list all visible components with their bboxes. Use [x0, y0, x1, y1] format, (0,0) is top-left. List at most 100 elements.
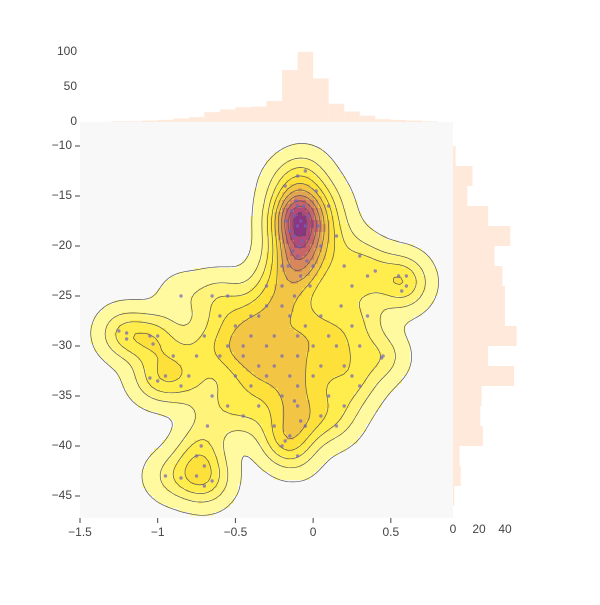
x-tick-label: 40 — [498, 522, 512, 536]
scatter-point — [326, 334, 331, 338]
scatter-point — [365, 314, 370, 318]
histogram-bar — [453, 326, 517, 346]
scatter-point — [350, 284, 354, 288]
histogram-bar — [453, 446, 460, 466]
scatter-point — [218, 314, 222, 318]
scatter-point — [241, 354, 245, 358]
scatter-point — [358, 254, 362, 258]
scatter-point — [358, 384, 362, 388]
scatter-point — [334, 344, 339, 348]
scatter-point — [194, 454, 199, 458]
scatter-point — [171, 354, 175, 358]
histogram-bar — [453, 346, 489, 366]
scatter-point — [148, 376, 152, 380]
scatter-point — [210, 294, 214, 298]
scatter-point — [249, 384, 253, 388]
scatter-point — [326, 204, 331, 208]
scatter-point — [117, 329, 121, 333]
scatter-point — [233, 324, 238, 328]
scatter-point — [156, 379, 160, 383]
histogram-bar — [359, 115, 376, 122]
scatter-point — [202, 484, 207, 488]
scatter-point — [292, 214, 297, 218]
scatter-point — [288, 434, 292, 438]
scatter-point — [311, 344, 315, 348]
histogram-bar — [453, 286, 505, 306]
histogram-bar — [344, 111, 360, 122]
scatter-point — [295, 334, 300, 338]
scatter-point — [396, 274, 401, 278]
scatter-point — [365, 274, 370, 278]
scatter-point — [316, 224, 320, 228]
y-tick-label: −35 — [52, 388, 73, 402]
x-tick-label: −1.5 — [68, 525, 92, 539]
scatter-point — [303, 424, 308, 428]
scatter-point — [319, 414, 323, 418]
histogram-bar — [453, 166, 473, 186]
scatter-point — [241, 344, 245, 348]
scatter-point — [295, 454, 300, 458]
scatter-point — [303, 324, 308, 328]
scatter-point — [233, 374, 238, 378]
scatter-point — [280, 354, 284, 358]
x-tick-label: 0.5 — [382, 525, 399, 539]
histogram-bar — [453, 246, 495, 266]
scatter-point — [283, 439, 287, 443]
scatter-point — [280, 394, 284, 398]
scatter-point — [194, 474, 199, 478]
scatter-point — [298, 219, 303, 223]
x-tick-label: −0.5 — [224, 525, 248, 539]
scatter-point — [295, 224, 300, 228]
scatter-point — [334, 424, 339, 428]
scatter-point — [295, 204, 300, 208]
scatter-point — [303, 224, 308, 228]
histogram-bar — [453, 466, 461, 486]
scatter-point — [298, 419, 303, 423]
y-tick-label: −15 — [52, 188, 73, 202]
scatter-point — [257, 364, 261, 368]
scatter-point — [295, 354, 300, 358]
histogram-bar — [406, 120, 422, 122]
scatter-point — [297, 244, 301, 248]
scatter-point — [373, 269, 377, 273]
scatter-point — [288, 229, 292, 233]
scatter-point — [264, 284, 269, 288]
contour-line — [115, 167, 417, 494]
scatter-point — [298, 274, 303, 278]
scatter-point — [225, 344, 230, 348]
scatter-point — [241, 414, 245, 418]
scatter-point — [308, 284, 312, 288]
histogram-bar — [453, 386, 482, 406]
scatter-point — [319, 314, 323, 318]
histogram-bar — [142, 120, 158, 122]
scatter-point — [280, 284, 284, 288]
histogram-bar — [313, 78, 329, 122]
histogram-bar — [111, 121, 127, 122]
scatter-point — [202, 464, 207, 468]
scatter-point — [311, 264, 315, 268]
scatter-point — [295, 254, 300, 258]
y-tick-label: −10 — [52, 138, 73, 152]
scatter-point — [272, 424, 276, 428]
scatter-point — [319, 364, 323, 368]
x-tick-label: 0 — [450, 522, 457, 536]
contour-line — [90, 143, 439, 516]
histogram-bar — [421, 121, 438, 122]
histogram-bar — [328, 103, 345, 122]
scatter-point — [194, 354, 199, 358]
scatter-point — [179, 294, 183, 298]
histogram-bar — [235, 107, 251, 122]
scatter-point — [295, 174, 300, 178]
y-tick-label: 0 — [70, 114, 77, 128]
scatter-point — [205, 424, 210, 428]
scatter-point — [124, 331, 129, 335]
x-tick-label: −1 — [151, 525, 165, 539]
scatter-point — [306, 214, 311, 218]
y-tick-label: 50 — [64, 79, 78, 93]
scatter-point — [124, 337, 129, 341]
histogram-bar — [188, 117, 205, 122]
histogram-bar — [390, 119, 407, 122]
scatter-point — [249, 334, 253, 338]
scatter-point — [288, 314, 292, 318]
